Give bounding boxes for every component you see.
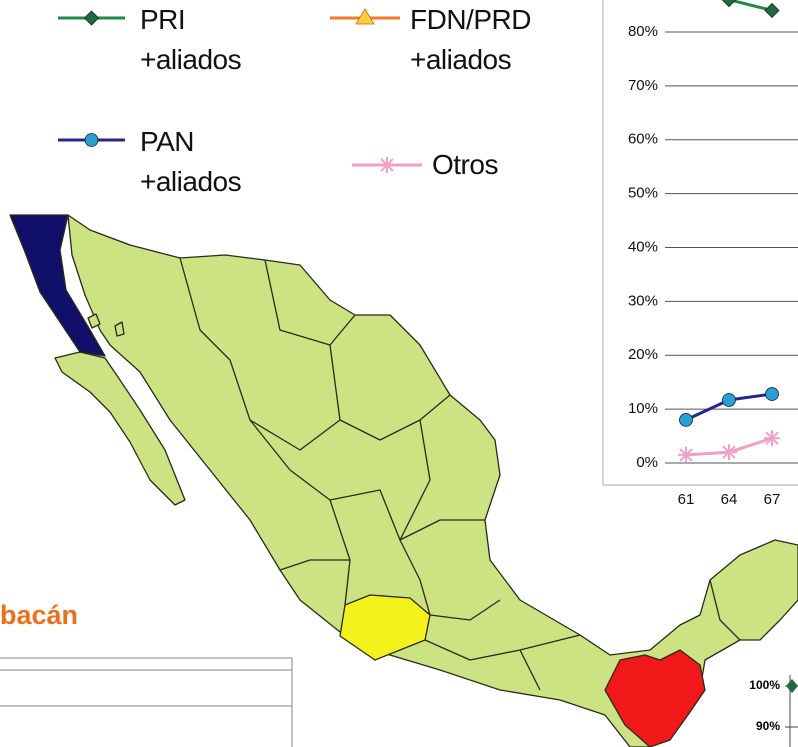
state-label: bacán	[0, 600, 79, 630]
x-tick-label: 64	[721, 491, 738, 508]
border	[249, 419, 341, 451]
border	[399, 539, 501, 621]
y-tick-label: 10%	[628, 400, 658, 417]
border	[279, 559, 350, 571]
legend-label: FDN/PRD +aliados	[410, 4, 531, 75]
border	[399, 419, 431, 541]
island	[114, 321, 125, 337]
series-marker	[679, 412, 693, 427]
border	[289, 469, 485, 541]
series-line	[726, 0, 773, 12]
island	[87, 313, 101, 329]
border	[424, 634, 581, 661]
legend-marks	[58, 8, 422, 173]
inset-chart: 100% 90%	[749, 675, 798, 747]
inset-marker	[786, 679, 798, 693]
chiapas	[604, 649, 706, 747]
state-borders	[179, 257, 741, 691]
y-tick-label: 0%	[636, 454, 658, 471]
series-marker	[721, 444, 737, 461]
series-marker	[678, 446, 694, 463]
y-tick-label: 80%	[628, 23, 658, 40]
inset-tick-label: 100%	[749, 678, 780, 692]
legend-marker	[84, 133, 99, 147]
chart-frame	[602, 0, 798, 486]
legend-label: PRI +aliados	[140, 4, 242, 75]
x-tick-label: 61	[678, 491, 695, 508]
legend-marker	[379, 157, 395, 173]
baja-california	[9, 214, 106, 357]
line-chart: 0% 10% 20% 30% 40% 50% 60% 70% 80% 61 64 67	[628, 0, 798, 508]
series-marker	[722, 393, 736, 407]
y-tick-label: 70%	[628, 77, 658, 94]
table-frame	[0, 657, 293, 747]
border	[179, 257, 291, 471]
series-marker	[764, 430, 780, 447]
x-tick-label: 67	[764, 491, 781, 508]
y-tick-label: 50%	[628, 185, 658, 202]
series-marker	[765, 387, 779, 401]
inset-tick-label: 90%	[756, 719, 780, 733]
legend-marker	[355, 8, 375, 25]
y-tick-label: 60%	[628, 131, 658, 148]
map	[9, 214, 798, 747]
y-tick-label: 20%	[628, 346, 658, 363]
border	[264, 259, 356, 346]
border	[709, 579, 741, 641]
legend-marker	[83, 10, 100, 26]
series-marker	[764, 2, 780, 19]
border	[329, 344, 451, 441]
legend-label: PAN +aliados	[140, 126, 242, 197]
legend-label: Otros	[432, 149, 498, 180]
y-tick-label: 30%	[628, 292, 658, 309]
border	[519, 649, 541, 691]
y-tick-label: 40%	[628, 238, 658, 255]
mainland	[67, 214, 798, 747]
series-marker	[721, 0, 737, 8]
table-fragment	[0, 657, 293, 747]
baja-california-sur	[54, 351, 186, 506]
